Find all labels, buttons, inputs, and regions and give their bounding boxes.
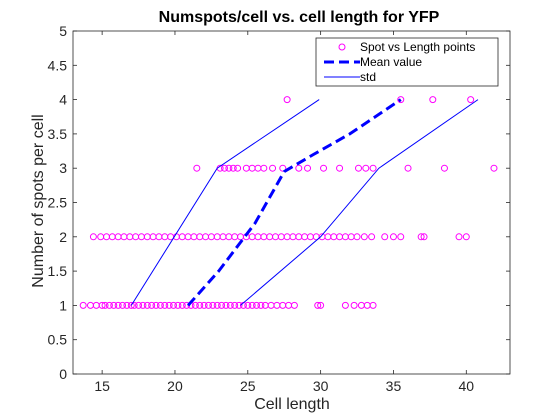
y-axis-title: Number of spots per cell bbox=[30, 114, 47, 287]
legend-label-scatter: Spot vs Length points bbox=[360, 40, 475, 54]
y-tick-label: 1 bbox=[59, 297, 67, 313]
y-tick-label: 0 bbox=[59, 366, 67, 382]
legend-label-std: std bbox=[360, 70, 376, 84]
y-tick-label: 4 bbox=[59, 92, 67, 108]
x-tick-label: 35 bbox=[386, 378, 402, 394]
y-tick-label: 5 bbox=[59, 23, 67, 39]
y-tick-label: 1.5 bbox=[48, 263, 68, 279]
y-tick-label: 2 bbox=[59, 229, 67, 245]
y-tick-label: 4.5 bbox=[48, 57, 68, 73]
x-tick-label: 15 bbox=[94, 378, 110, 394]
y-tick-label: 3 bbox=[59, 160, 67, 176]
chart-title: Numspots/cell vs. cell length for YFP bbox=[159, 9, 440, 26]
x-axis-title: Cell length bbox=[254, 396, 330, 413]
x-tick-label: 40 bbox=[459, 378, 475, 394]
y-tick-label: 3.5 bbox=[48, 126, 68, 142]
x-tick-label: 25 bbox=[240, 378, 256, 394]
y-tick-label: 0.5 bbox=[48, 332, 68, 348]
legend-label-mean: Mean value bbox=[360, 55, 422, 69]
x-tick-label: 20 bbox=[167, 378, 183, 394]
x-tick-label: 30 bbox=[313, 378, 329, 394]
y-tick-label: 2.5 bbox=[48, 195, 68, 211]
